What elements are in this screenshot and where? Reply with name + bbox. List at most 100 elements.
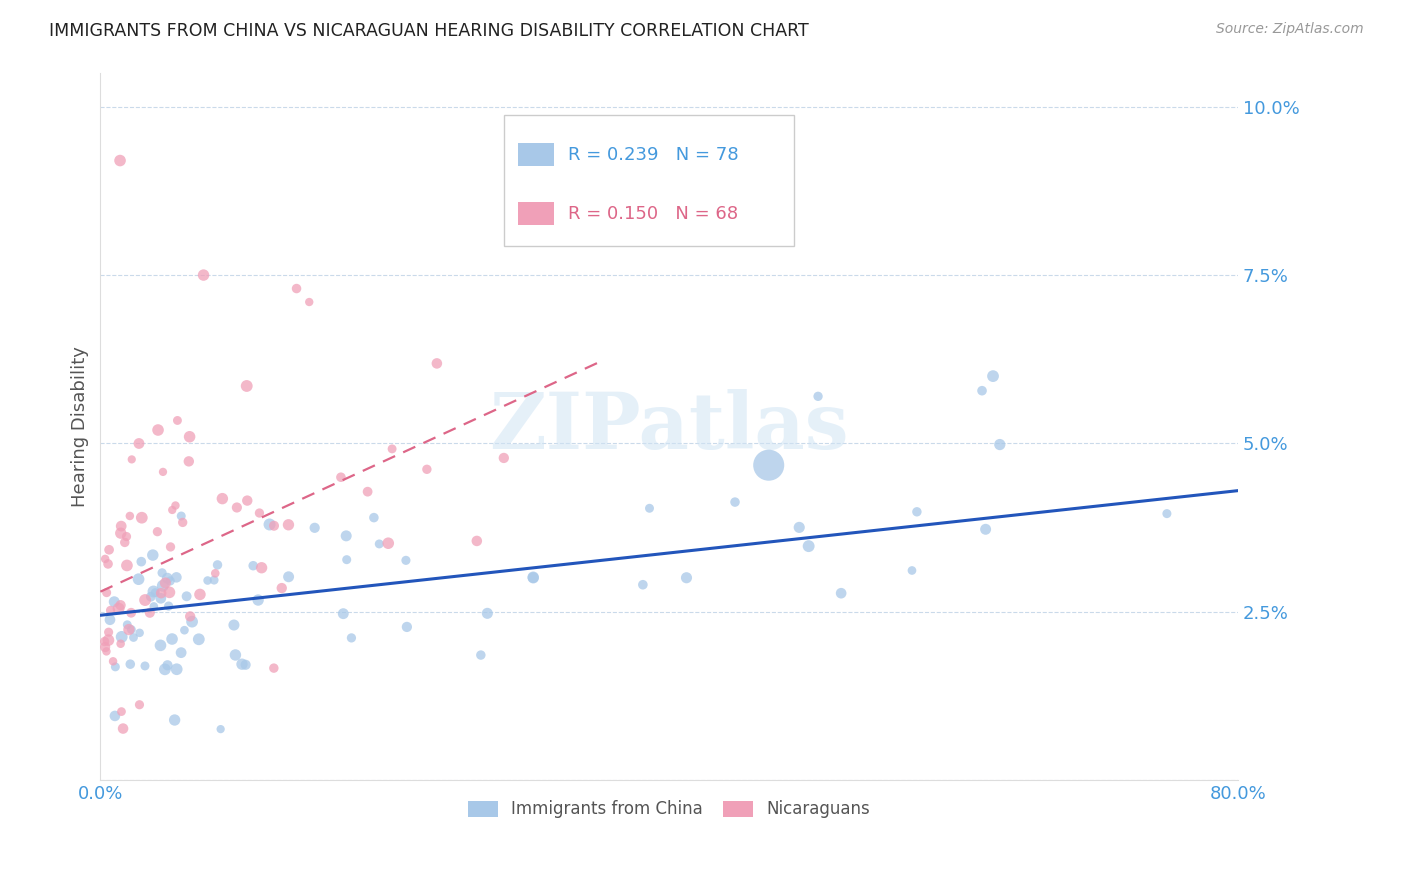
Point [146,524,169,539]
Point [107,601,129,615]
Point [134,593,156,607]
Point [807,389,830,403]
Point [787,520,810,534]
Point [129,555,152,569]
Point [96,644,118,658]
Point [94,640,117,654]
Point [988,437,1011,451]
Point [149,638,172,652]
Text: R = 0.150   N = 68: R = 0.150 N = 68 [568,204,738,223]
Point [156,658,179,673]
Point [114,535,136,549]
Point [160,632,183,646]
Point [150,586,173,600]
Legend: Immigrants from China, Nicaraguans: Immigrants from China, Nicaraguans [461,794,877,825]
Point [142,548,165,562]
Point [108,153,131,168]
Point [477,607,499,621]
Point [152,465,174,479]
Point [797,539,820,553]
Point [170,646,193,660]
Point [112,722,135,736]
Point [118,623,141,637]
Point [165,570,187,584]
Point [134,659,156,673]
Point [335,529,357,543]
Point [193,268,215,282]
Point [98,613,121,627]
Point [139,606,162,620]
Point [142,584,165,599]
Point [115,530,138,544]
Point [98,542,121,557]
Point [104,660,127,674]
Point [416,462,439,476]
Point [110,705,132,719]
Point [187,632,209,647]
Point [120,623,142,637]
Point [179,609,201,624]
Point [93,634,115,648]
Point [222,618,245,632]
Point [121,452,143,467]
Y-axis label: Hearing Disability: Hearing Disability [72,346,89,507]
Text: Source: ZipAtlas.com: Source: ZipAtlas.com [1216,22,1364,37]
Point [97,557,120,571]
Point [177,454,200,468]
Point [830,586,852,600]
Point [304,521,326,535]
Point [259,517,281,532]
Point [128,572,150,586]
Point [176,589,198,603]
Point [110,526,132,541]
Point [159,540,181,554]
Point [128,436,150,450]
Point [111,630,134,644]
Point [363,510,385,524]
Point [298,295,321,310]
Point [368,537,391,551]
Point [426,356,449,370]
Point [231,657,253,672]
Point [166,662,188,676]
Point [758,458,780,473]
Point [204,566,226,581]
Point [152,579,174,593]
Point [981,369,1004,384]
Point [150,566,173,580]
Point [970,384,993,398]
Point [522,571,544,585]
Point [94,552,117,566]
Point [277,570,299,584]
Point [117,617,139,632]
Point [163,713,186,727]
FancyBboxPatch shape [505,115,794,246]
Point [155,576,177,591]
Point [724,495,747,509]
Point [332,607,354,621]
FancyBboxPatch shape [517,202,554,225]
Text: R = 0.239   N = 78: R = 0.239 N = 78 [568,145,738,163]
Point [170,508,193,523]
Point [139,590,162,604]
Point [128,625,150,640]
Point [202,573,225,587]
Point [146,423,169,437]
Point [97,625,120,640]
FancyBboxPatch shape [517,144,554,166]
Point [901,564,924,578]
Point [115,558,138,573]
Point [166,413,188,427]
Point [207,558,229,572]
Text: ZIPatlas: ZIPatlas [489,389,849,465]
Point [188,587,211,601]
Point [104,709,127,723]
Point [905,505,928,519]
Point [247,593,270,607]
Point [122,631,145,645]
Point [395,620,418,634]
Point [631,578,654,592]
Point [209,722,232,736]
Point [157,599,180,613]
Point [395,553,418,567]
